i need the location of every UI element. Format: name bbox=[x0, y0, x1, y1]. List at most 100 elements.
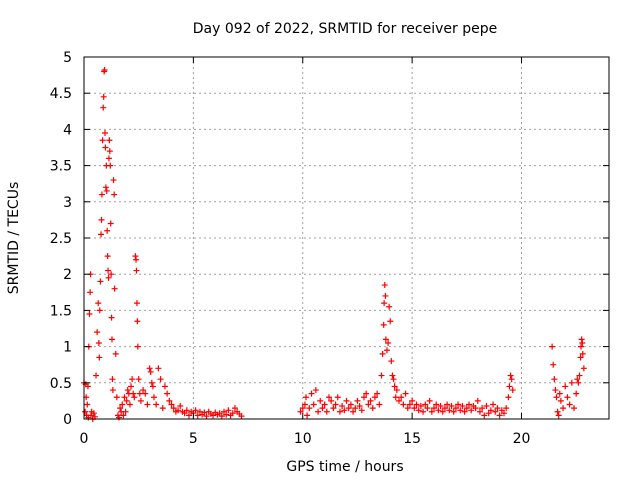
data-point bbox=[107, 162, 114, 169]
data-point bbox=[578, 336, 585, 343]
data-point bbox=[161, 383, 168, 390]
data-point bbox=[149, 383, 156, 390]
data-point bbox=[347, 401, 354, 408]
data-point bbox=[381, 282, 388, 289]
data-point bbox=[102, 130, 108, 137]
data-point bbox=[367, 397, 374, 404]
y-tick-label: 3.5 bbox=[50, 159, 72, 175]
data-point bbox=[492, 408, 499, 415]
data-point bbox=[506, 383, 513, 390]
data-point bbox=[578, 343, 584, 350]
data-point bbox=[411, 405, 418, 412]
data-point bbox=[400, 401, 407, 408]
data-point bbox=[151, 394, 157, 401]
data-point bbox=[417, 402, 424, 409]
data-point bbox=[560, 405, 567, 412]
data-point bbox=[450, 408, 457, 415]
data-point bbox=[468, 407, 475, 414]
data-point bbox=[194, 412, 201, 419]
data-point bbox=[341, 407, 348, 414]
data-point bbox=[431, 405, 437, 412]
data-point bbox=[166, 397, 173, 404]
data-point bbox=[420, 408, 427, 415]
data-point bbox=[579, 339, 586, 346]
data-point bbox=[84, 383, 91, 390]
data-point bbox=[93, 372, 100, 379]
data-point bbox=[95, 300, 102, 307]
data-point bbox=[99, 137, 106, 144]
data-point bbox=[564, 394, 571, 401]
data-point bbox=[301, 401, 308, 408]
data-point bbox=[508, 376, 515, 383]
data-point bbox=[424, 405, 431, 412]
data-point bbox=[133, 267, 140, 274]
data-point bbox=[103, 187, 110, 194]
data-point bbox=[551, 376, 558, 383]
y-tick-label: 3 bbox=[63, 195, 72, 211]
data-point bbox=[463, 405, 470, 412]
data-point bbox=[133, 256, 140, 263]
data-point bbox=[121, 394, 128, 401]
data-point bbox=[550, 361, 557, 368]
data-point bbox=[177, 402, 184, 409]
data-point bbox=[119, 401, 126, 408]
data-point bbox=[393, 387, 400, 394]
data-point bbox=[398, 394, 405, 401]
data-point bbox=[323, 408, 330, 415]
data-point bbox=[86, 311, 93, 318]
x-axis-label: GPS time / hours bbox=[286, 459, 403, 475]
data-point bbox=[317, 397, 324, 404]
data-point bbox=[444, 401, 451, 408]
data-point bbox=[183, 407, 190, 414]
x-tick-label: 5 bbox=[189, 431, 198, 447]
data-point bbox=[554, 408, 561, 415]
data-point bbox=[201, 409, 208, 416]
data-point bbox=[113, 394, 120, 401]
data-point bbox=[133, 300, 140, 307]
data-point bbox=[576, 372, 583, 379]
y-tick-label: 2 bbox=[63, 267, 72, 283]
data-point bbox=[131, 394, 138, 401]
data-point bbox=[481, 412, 488, 419]
data-point bbox=[439, 408, 446, 415]
data-point bbox=[326, 394, 332, 401]
data-point bbox=[231, 405, 238, 412]
y-tick-label: 1.5 bbox=[50, 303, 72, 319]
data-point bbox=[120, 412, 127, 419]
data-point bbox=[343, 397, 350, 404]
data-point bbox=[129, 376, 136, 383]
data-point bbox=[371, 394, 378, 401]
data-point bbox=[304, 412, 311, 419]
y-tick-label: 4.5 bbox=[50, 86, 72, 102]
data-point bbox=[142, 390, 149, 397]
data-point bbox=[382, 292, 389, 299]
data-point bbox=[557, 397, 564, 404]
data-point bbox=[369, 405, 376, 412]
data-point bbox=[97, 278, 104, 285]
data-point bbox=[153, 401, 160, 408]
data-point bbox=[128, 383, 135, 390]
data-point bbox=[87, 289, 94, 296]
data-point bbox=[96, 354, 103, 361]
data-point bbox=[562, 383, 569, 390]
data-point bbox=[474, 397, 481, 404]
data-point bbox=[487, 407, 494, 414]
data-point bbox=[319, 405, 326, 412]
data-point bbox=[392, 394, 399, 401]
data-point bbox=[358, 407, 365, 414]
data-point bbox=[426, 397, 433, 404]
data-point bbox=[82, 408, 89, 415]
data-point bbox=[144, 401, 151, 408]
data-point bbox=[479, 405, 486, 412]
data-point bbox=[574, 376, 581, 383]
x-tick-label: 20 bbox=[513, 431, 531, 447]
data-point bbox=[98, 231, 105, 238]
data-point bbox=[186, 412, 192, 419]
data-point bbox=[101, 67, 108, 74]
data-point bbox=[448, 402, 455, 409]
x-tick-label: 15 bbox=[403, 431, 421, 447]
data-point bbox=[135, 376, 142, 383]
data-point bbox=[218, 413, 225, 420]
data-point bbox=[95, 339, 102, 346]
